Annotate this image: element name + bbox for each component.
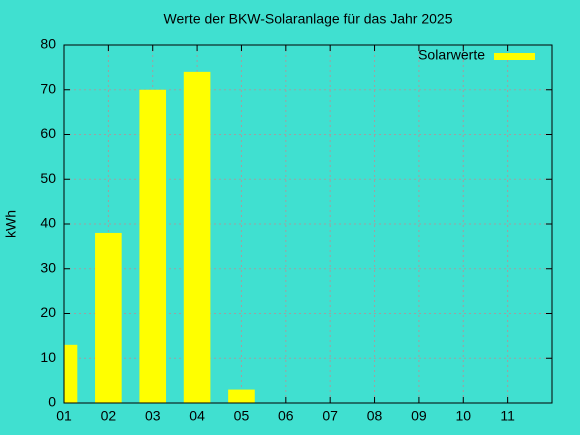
legend-label: Solarwerte bbox=[418, 47, 485, 63]
bar bbox=[228, 389, 255, 403]
x-tick-label: 03 bbox=[145, 408, 161, 424]
bar bbox=[95, 232, 122, 403]
y-tick-label: 20 bbox=[40, 304, 56, 320]
x-tick-label: 07 bbox=[322, 408, 338, 424]
bar bbox=[139, 89, 167, 403]
x-tick-label: 04 bbox=[189, 408, 205, 424]
x-tick-label: 10 bbox=[455, 408, 471, 424]
x-tick-label: 05 bbox=[234, 408, 250, 424]
y-tick-label: 10 bbox=[40, 349, 56, 365]
bar bbox=[183, 71, 211, 403]
x-tick-label: 01 bbox=[56, 408, 72, 424]
y-tick-label: 80 bbox=[40, 36, 56, 52]
y-tick-label: 30 bbox=[40, 259, 56, 275]
x-tick-label: 11 bbox=[500, 408, 515, 424]
y-tick-label: 70 bbox=[40, 80, 56, 96]
x-tick-label: 02 bbox=[101, 408, 117, 424]
bar bbox=[64, 344, 78, 403]
y-tick-label: 60 bbox=[40, 125, 56, 141]
chart-title: Werte der BKW-Solaranlage für das Jahr 2… bbox=[164, 11, 453, 27]
y-tick-label: 40 bbox=[40, 215, 56, 231]
y-axis-label: kWh bbox=[3, 210, 19, 238]
x-tick-label: 09 bbox=[411, 408, 427, 424]
y-tick-label: 0 bbox=[48, 394, 56, 410]
y-tick-label: 50 bbox=[40, 170, 56, 186]
x-tick-label: 08 bbox=[367, 408, 383, 424]
plot-border bbox=[63, 44, 553, 404]
legend-swatch bbox=[494, 53, 535, 60]
x-tick-label: 06 bbox=[278, 408, 294, 424]
